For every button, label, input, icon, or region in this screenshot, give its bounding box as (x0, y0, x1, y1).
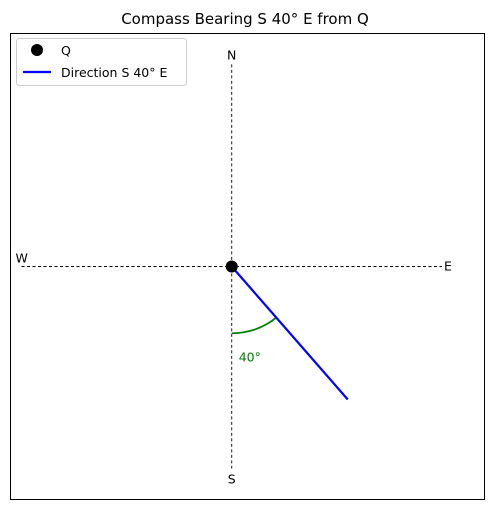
angle-label: 40° (239, 350, 261, 365)
legend-label-direction: Direction S 40° E (61, 65, 167, 80)
plot-frame (10, 33, 485, 500)
east-label: E (444, 259, 452, 274)
south-label: S (228, 472, 236, 487)
legend: Q Direction S 40° E (16, 38, 187, 86)
chart-title: Compass Bearing S 40° E from Q (121, 10, 369, 28)
north-label: N (227, 47, 236, 62)
legend-box (16, 38, 187, 86)
point-q-marker (225, 260, 238, 273)
direction-line (230, 265, 349, 401)
legend-marker-q (31, 44, 43, 56)
west-label: W (16, 251, 28, 266)
angle-arc (231, 316, 277, 335)
legend-label-q: Q (61, 43, 71, 58)
